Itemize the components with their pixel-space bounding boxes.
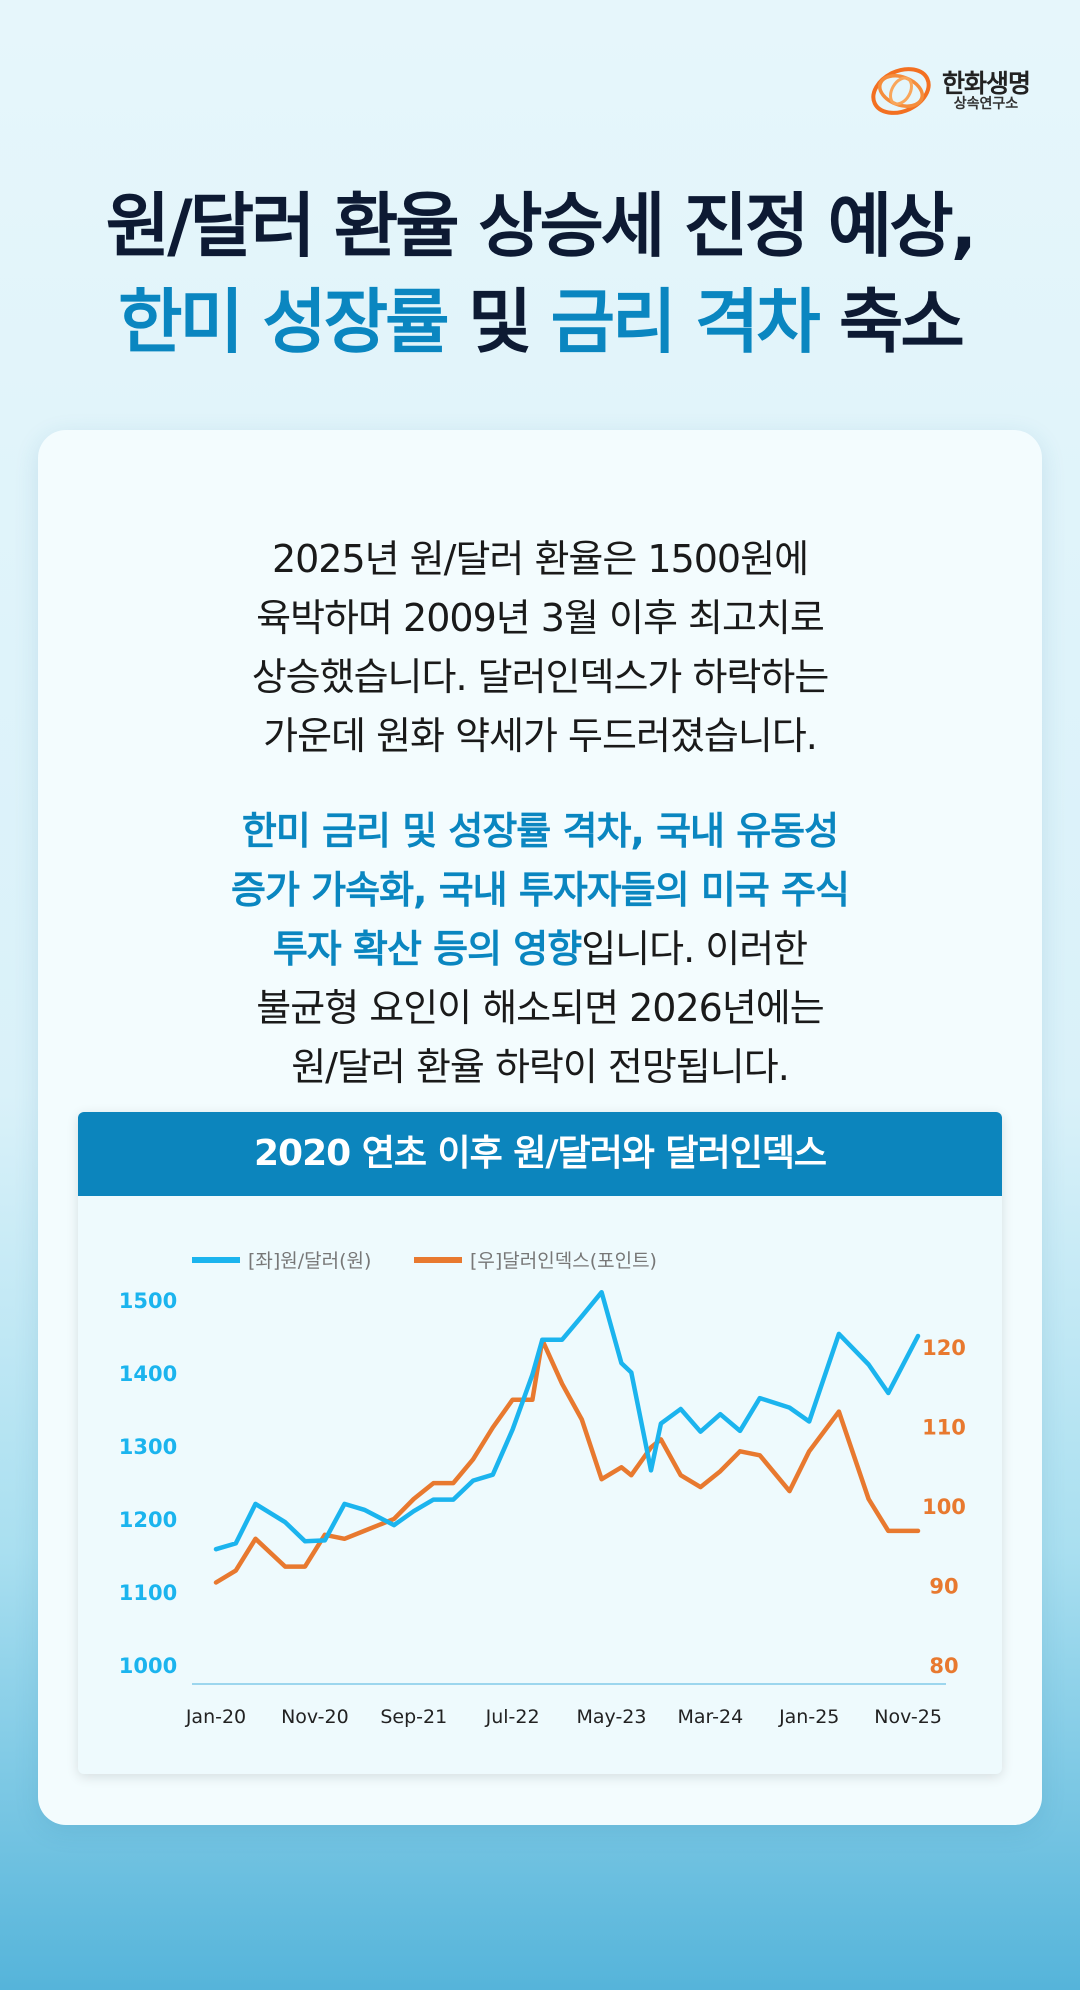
chart-legend: [좌]원/달러(원) [우]달러인덱스(포인트) bbox=[192, 1250, 657, 1272]
y-right-tick-label: 100 bbox=[922, 1495, 966, 1519]
hanwha-logo-icon bbox=[871, 67, 931, 115]
x-tick-label: May-23 bbox=[577, 1706, 647, 1728]
x-tick-label: Nov-25 bbox=[874, 1706, 942, 1728]
headline-highlight-growth: 한미 성장률 bbox=[118, 281, 449, 363]
paragraph-line: 2025년 원/달러 환율은 1500원에 bbox=[271, 537, 809, 581]
y-left-tick-label: 1100 bbox=[119, 1581, 177, 1605]
y-axis-left: 1000 1100 1200 1300 1400 1500 bbox=[119, 1289, 177, 1678]
y-left-tick-label: 1000 bbox=[119, 1654, 177, 1678]
headline-tail: 축소 bbox=[817, 281, 965, 363]
brand-name: 한화생명 bbox=[941, 68, 1031, 98]
paragraph-intro: 2025년 원/달러 환율은 1500원에 육박하며 2009년 3월 이후 최… bbox=[38, 530, 1042, 766]
headline-line-1: 원/달러 환율 상승세 진정 예상, bbox=[105, 185, 977, 267]
y-left-tick-label: 1200 bbox=[119, 1508, 177, 1532]
x-tick-label: Nov-20 bbox=[281, 1706, 349, 1728]
series-line-dollar-index bbox=[213, 1337, 921, 1585]
chart-series bbox=[213, 1289, 921, 1585]
headline-line-2: 한미 성장률 및 금리 격차 축소 bbox=[0, 274, 1080, 370]
x-tick-label: Jan-25 bbox=[778, 1706, 839, 1728]
headline-highlight-rate: 금리 격차 bbox=[550, 281, 821, 363]
headline-connector: 및 bbox=[446, 281, 551, 363]
paragraph-line: 투자 확산 등의 영향입니다. 이러한 bbox=[38, 920, 1042, 979]
chart-title: 2020 연초 이후 원/달러와 달러인덱스 bbox=[78, 1112, 1002, 1196]
y-left-tick-label: 1300 bbox=[119, 1435, 177, 1459]
y-axis-right: 80 90 100 110 120 bbox=[922, 1336, 966, 1678]
paragraph-line: 원/달러 환율 하락이 전망됩니다. bbox=[291, 1045, 790, 1089]
y-right-tick-label: 120 bbox=[922, 1336, 966, 1360]
paragraph-highlight-line: 증가 가속화, 국내 투자자들의 미국 주식 bbox=[231, 868, 850, 912]
paragraph-text: 입니다. 이러한 bbox=[581, 927, 808, 971]
y-left-tick-label: 1400 bbox=[119, 1362, 177, 1386]
x-tick-label: Jan-20 bbox=[185, 1706, 246, 1728]
chart-panel: 2020 연초 이후 원/달러와 달러인덱스 [좌]원/달러(원) [우]달러인… bbox=[78, 1112, 1002, 1774]
paragraph-highlight-line: 한미 금리 및 성장률 격차, 국내 유동성 bbox=[241, 809, 839, 853]
brand-logo: 한화생명 상속연구소 bbox=[868, 60, 1031, 122]
y-right-tick-label: 90 bbox=[929, 1575, 958, 1599]
content-card: 2025년 원/달러 환율은 1500원에 육박하며 2009년 3월 이후 최… bbox=[38, 430, 1042, 1825]
paragraph-highlight-text: 투자 확산 등의 영향 bbox=[272, 927, 582, 971]
paragraph-line: 육박하며 2009년 3월 이후 최고치로 bbox=[256, 596, 825, 640]
legend-label-dxy: [우]달러인덱스(포인트) bbox=[470, 1250, 657, 1272]
x-tick-label: Sep-21 bbox=[380, 1706, 447, 1728]
page-headline: 원/달러 환율 상승세 진정 예상, 한미 성장률 및 금리 격차 축소 bbox=[0, 178, 1080, 370]
x-tick-label: Mar-24 bbox=[678, 1706, 744, 1728]
line-chart: [좌]원/달러(원) [우]달러인덱스(포인트) 1000 1100 1200 130… bbox=[119, 1250, 966, 1728]
brand-subtitle: 상속연구소 bbox=[953, 96, 1019, 113]
paragraph-line: 상승했습니다. 달러인덱스가 하락하는 bbox=[251, 655, 830, 699]
series-line-krw-usd bbox=[213, 1289, 921, 1552]
paragraph-cause: 한미 금리 및 성장률 격차, 국내 유동성 증가 가속화, 국내 투자자들의 … bbox=[38, 802, 1042, 1097]
y-right-tick-label: 80 bbox=[929, 1654, 958, 1678]
legend-label-krw: [좌]원/달러(원) bbox=[248, 1250, 371, 1272]
paragraph-line: 불균형 요인이 해소되면 2026년에는 bbox=[256, 986, 824, 1030]
y-right-tick-label: 110 bbox=[922, 1416, 966, 1440]
paragraph-line: 가운데 원화 약세가 두드러졌습니다. bbox=[263, 714, 818, 758]
x-axis-ticks: Jan-20 Nov-20 Sep-21 Jul-22 May-23 Mar-24 Jan-… bbox=[185, 1706, 942, 1728]
x-tick-label: Jul-22 bbox=[485, 1706, 540, 1728]
y-left-tick-label: 1500 bbox=[119, 1289, 177, 1313]
